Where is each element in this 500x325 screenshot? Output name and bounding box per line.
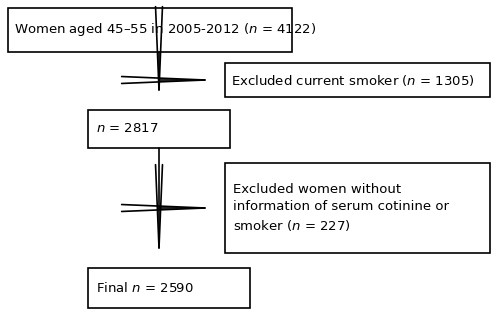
Bar xyxy=(88,110,230,148)
Text: Excluded current smoker ($n$ = 1305): Excluded current smoker ($n$ = 1305) xyxy=(231,72,474,87)
Bar xyxy=(225,63,490,97)
Text: Women aged 45–55 in 2005-2012 ($n$ = 4122): Women aged 45–55 in 2005-2012 ($n$ = 412… xyxy=(14,21,316,38)
Text: $n$ = 2817: $n$ = 2817 xyxy=(96,123,158,136)
Bar xyxy=(8,8,292,52)
Bar xyxy=(225,163,490,253)
Bar xyxy=(88,268,250,308)
Text: Excluded women without
information of serum cotinine or
smoker ($n$ = 227): Excluded women without information of se… xyxy=(233,183,449,233)
Text: Final $n$ = 2590: Final $n$ = 2590 xyxy=(96,281,194,295)
